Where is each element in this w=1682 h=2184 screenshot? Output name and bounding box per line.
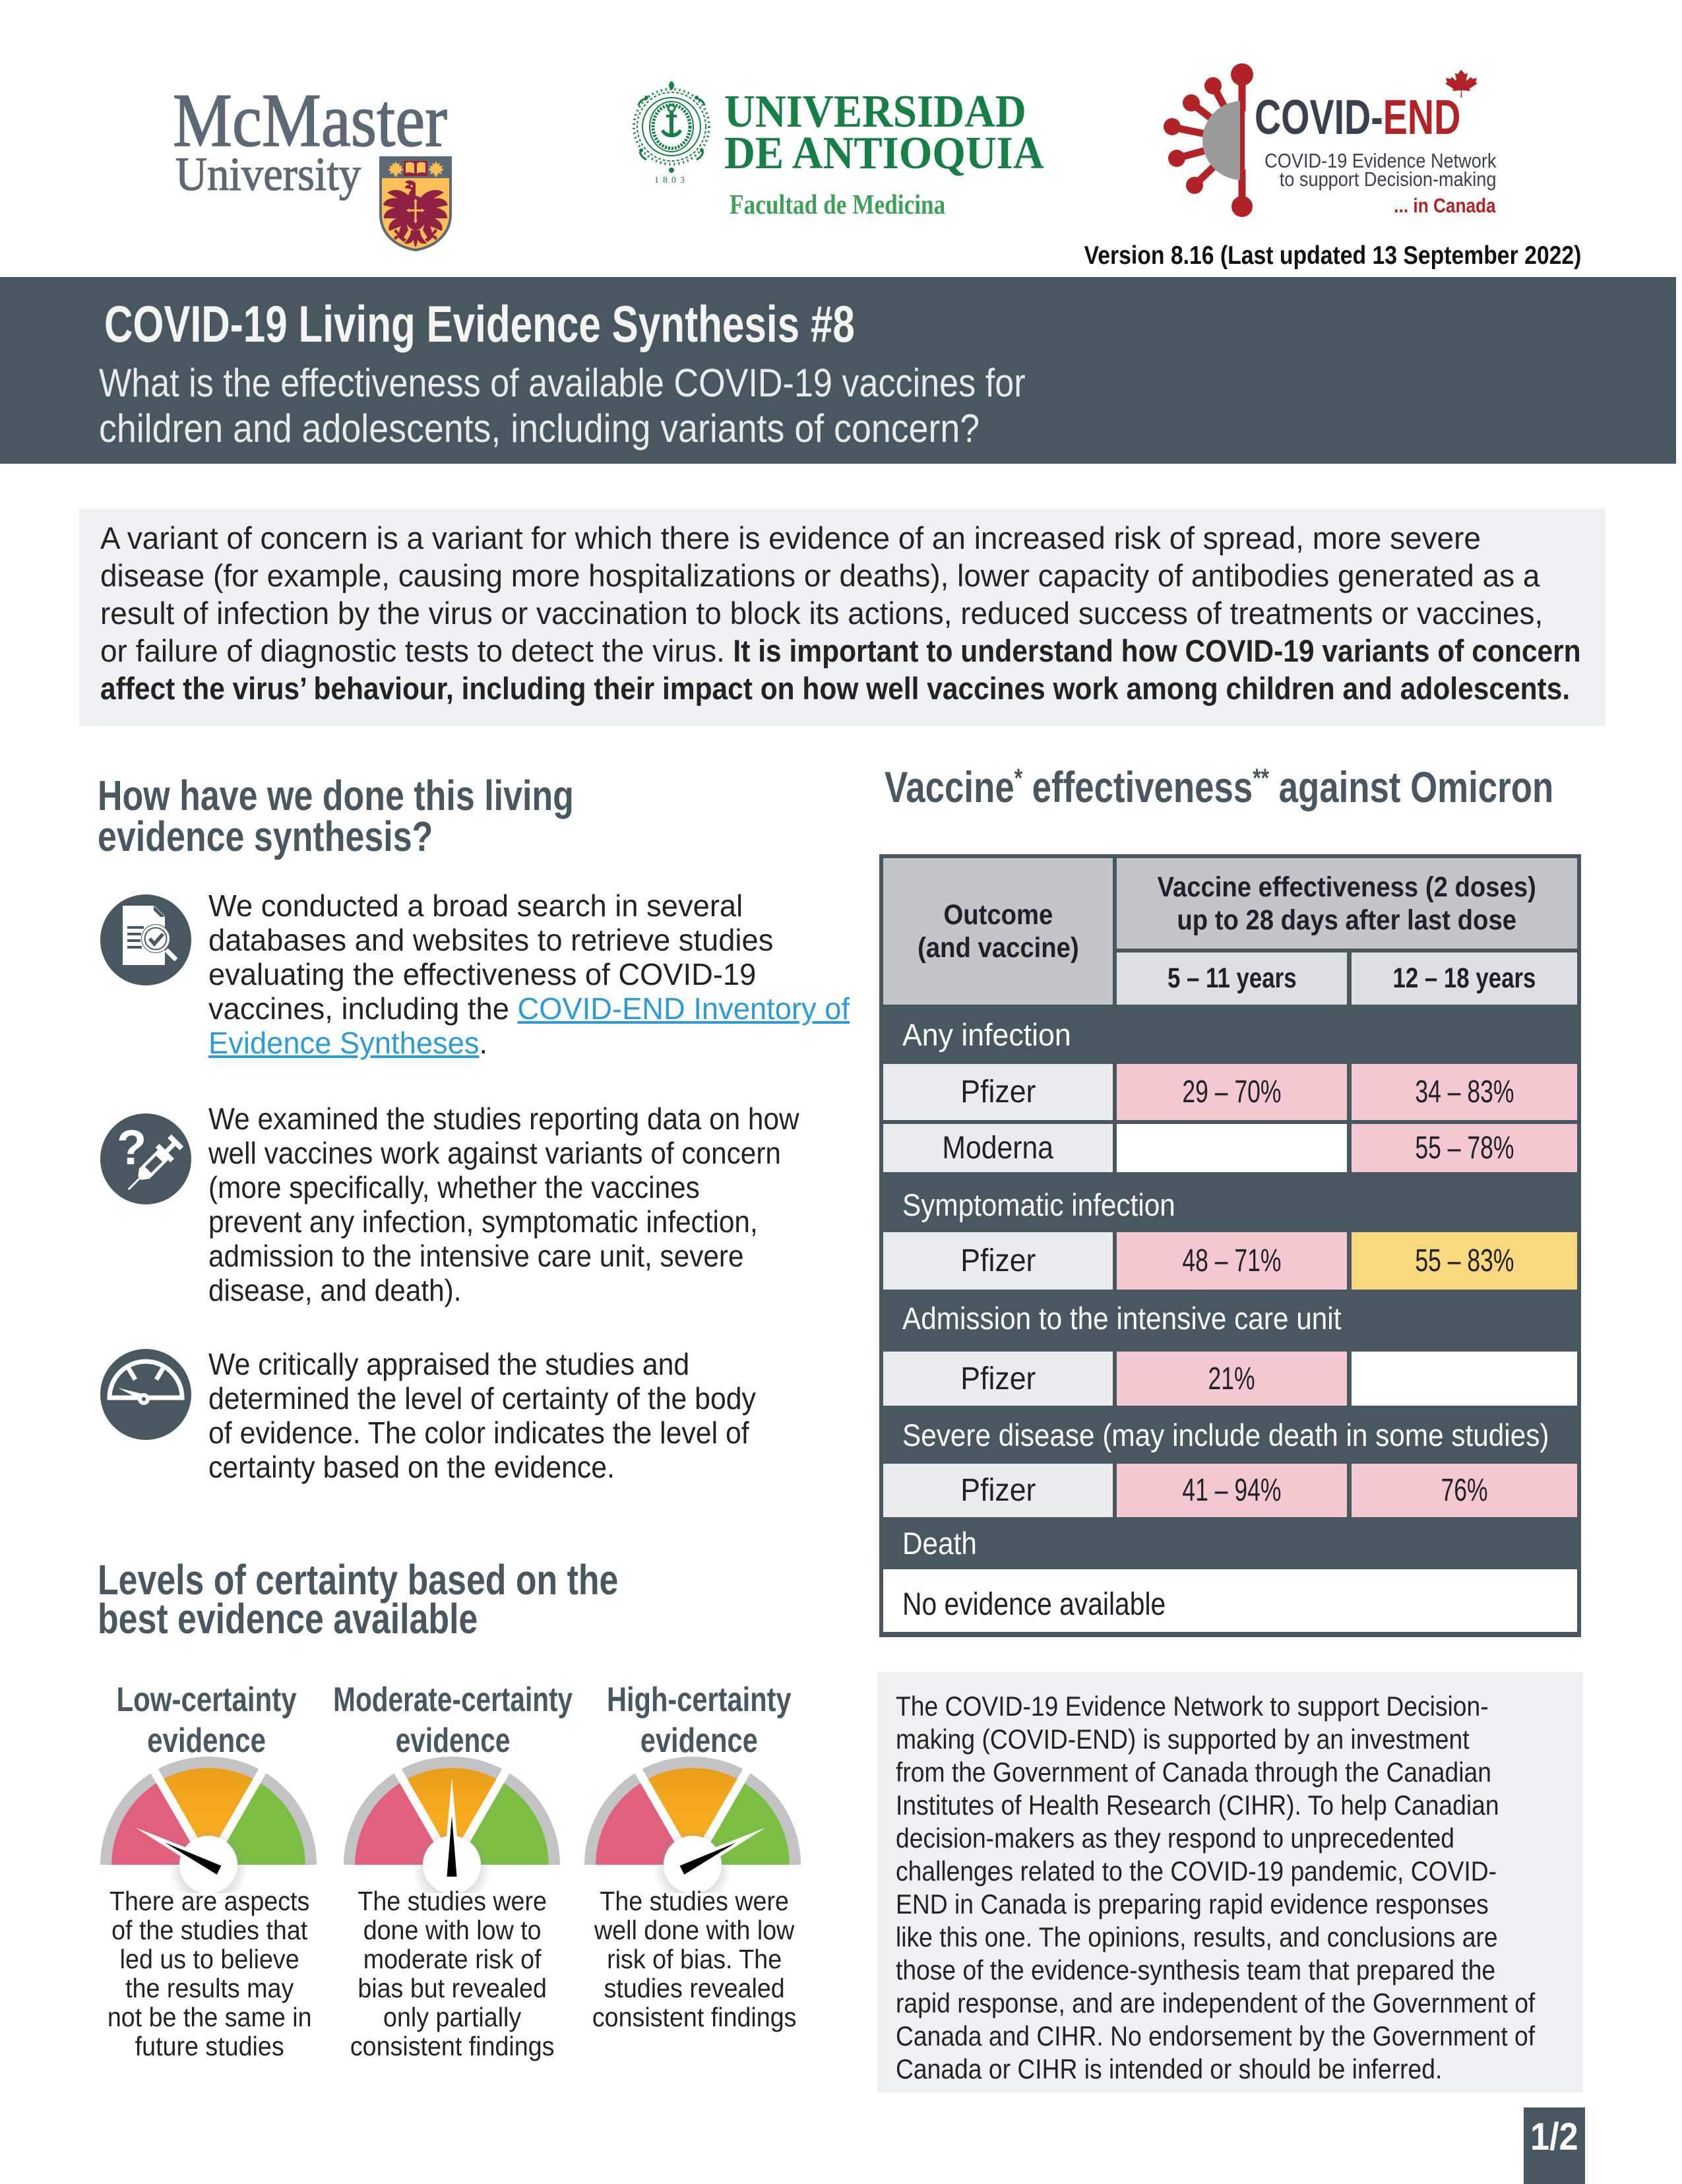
svg-text:?: ? xyxy=(117,1120,146,1175)
svg-text:1803: 1803 xyxy=(654,175,689,185)
